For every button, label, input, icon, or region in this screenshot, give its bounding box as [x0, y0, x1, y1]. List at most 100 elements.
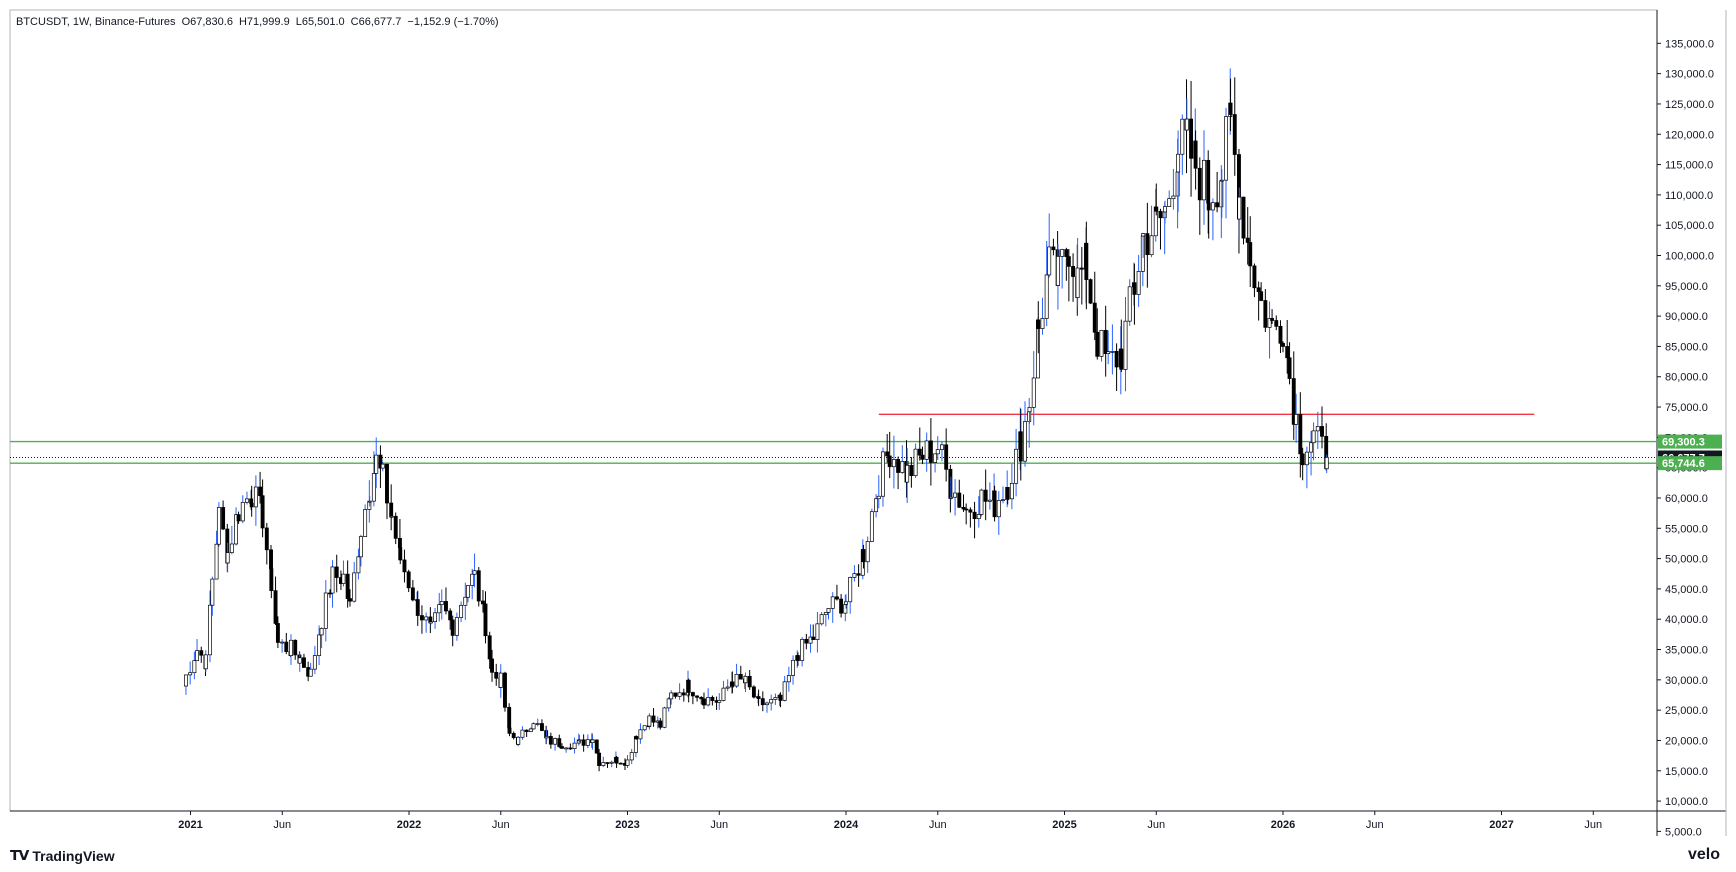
candle-body[interactable]: [848, 577, 853, 603]
candle-body[interactable]: [913, 448, 918, 476]
candle-body[interactable]: [1270, 318, 1275, 321]
candle-body[interactable]: [1099, 329, 1104, 357]
candle-body[interactable]: [1263, 300, 1268, 328]
candle-body[interactable]: [302, 657, 306, 668]
candle-body[interactable]: [531, 723, 536, 730]
candle-body[interactable]: [507, 706, 512, 729]
time-axis[interactable]: 2021 Jun 2022 Jun 2023 Jun 2024 Jun 2025 Jun 2026 J…: [178, 811, 1602, 831]
candle-body[interactable]: [979, 489, 984, 515]
candle-body[interactable]: [498, 672, 503, 688]
candle-body[interactable]: [1267, 318, 1272, 328]
candle-body[interactable]: [881, 451, 885, 497]
candle-body[interactable]: [769, 699, 774, 704]
candle-body[interactable]: [1285, 346, 1290, 359]
candle-body[interactable]: [1060, 249, 1065, 257]
candle-body[interactable]: [264, 527, 269, 551]
candle-body[interactable]: [454, 617, 459, 636]
candle-body[interactable]: [852, 573, 857, 578]
candle-body[interactable]: [503, 672, 507, 708]
candle-body[interactable]: [725, 686, 730, 689]
candle-body[interactable]: [524, 729, 529, 732]
candle-body[interactable]: [490, 658, 494, 673]
candle-body[interactable]: [1092, 302, 1097, 333]
candle-body[interactable]: [669, 692, 674, 700]
candle-body[interactable]: [253, 486, 258, 508]
candle-body[interactable]: [1145, 233, 1150, 256]
candle-body[interactable]: [284, 641, 289, 652]
candle-body[interactable]: [463, 596, 468, 606]
candle-body[interactable]: [747, 675, 752, 688]
candle-body[interactable]: [1149, 235, 1154, 256]
candle-body[interactable]: [756, 696, 761, 699]
candle-body[interactable]: [1163, 206, 1167, 213]
candle-body[interactable]: [891, 459, 896, 468]
candle-body[interactable]: [743, 675, 748, 684]
candle-body[interactable]: [1206, 202, 1211, 211]
candle-body[interactable]: [236, 514, 241, 522]
candle-body[interactable]: [839, 598, 844, 614]
candle-body[interactable]: [1300, 453, 1305, 466]
candle-body[interactable]: [1055, 256, 1060, 286]
candle-body[interactable]: [944, 444, 949, 470]
candle-body[interactable]: [1141, 233, 1146, 237]
candle-body[interactable]: [804, 638, 809, 644]
candle-body[interactable]: [1044, 274, 1049, 319]
candle-body[interactable]: [225, 552, 230, 564]
candle-body[interactable]: [782, 681, 787, 701]
candle-body[interactable]: [516, 736, 521, 745]
candle-body[interactable]: [323, 592, 328, 629]
candle-body[interactable]: [1175, 171, 1180, 197]
candle-body[interactable]: [1171, 195, 1176, 200]
candle-body[interactable]: [553, 738, 558, 745]
candle-body[interactable]: [352, 572, 357, 602]
candle-body[interactable]: [437, 604, 442, 614]
candle-body[interactable]: [334, 566, 339, 578]
candle-body[interactable]: [269, 568, 274, 591]
symbol-title[interactable]: BTCUSDT, 1W, Binance-Futures: [16, 16, 176, 28]
candle-body[interactable]: [280, 641, 285, 644]
candle-body[interactable]: [249, 498, 254, 504]
candle-body[interactable]: [1047, 246, 1052, 276]
candle-body[interactable]: [1154, 206, 1159, 212]
candle-body[interactable]: [494, 671, 499, 679]
candle-body[interactable]: [448, 610, 453, 621]
candle-body[interactable]: [258, 486, 263, 497]
candle-body[interactable]: [1066, 256, 1071, 267]
candle-body[interactable]: [195, 650, 200, 662]
candle-body[interactable]: [402, 559, 407, 573]
candle-body[interactable]: [1315, 426, 1320, 432]
candle-body[interactable]: [887, 455, 892, 468]
candle-body[interactable]: [638, 729, 643, 740]
candle-body[interactable]: [1193, 140, 1198, 169]
candle-body[interactable]: [564, 747, 569, 750]
candle-body[interactable]: [483, 603, 488, 637]
candle-body[interactable]: [1206, 159, 1211, 204]
candle-body[interactable]: [184, 674, 188, 687]
candle-body[interactable]: [275, 623, 280, 643]
candle-body[interactable]: [1320, 426, 1324, 437]
candle-body[interactable]: [885, 451, 890, 457]
candle-body[interactable]: [1180, 118, 1185, 155]
candle-body[interactable]: [976, 514, 981, 520]
candle-body[interactable]: [778, 694, 783, 701]
candle-body[interactable]: [1252, 265, 1257, 289]
candle-body[interactable]: [1287, 357, 1292, 379]
candle-body[interactable]: [662, 707, 667, 728]
candle-body[interactable]: [1075, 267, 1080, 298]
candle-body[interactable]: [1232, 114, 1237, 155]
candle-body[interactable]: [535, 723, 540, 725]
candle-body[interactable]: [1095, 331, 1100, 357]
candle-body[interactable]: [406, 571, 411, 589]
candle-body[interactable]: [590, 739, 595, 744]
candle-body[interactable]: [800, 638, 805, 661]
candle-body[interactable]: [601, 762, 606, 766]
candle-body[interactable]: [428, 621, 433, 624]
candle-body[interactable]: [856, 573, 861, 576]
candle-body[interactable]: [760, 698, 765, 706]
candle-body[interactable]: [909, 465, 914, 476]
candle-body[interactable]: [823, 612, 828, 615]
candle-body[interactable]: [1158, 210, 1163, 219]
candle-body[interactable]: [695, 695, 700, 698]
candle-body[interactable]: [378, 454, 383, 469]
candle-body[interactable]: [1256, 287, 1261, 293]
